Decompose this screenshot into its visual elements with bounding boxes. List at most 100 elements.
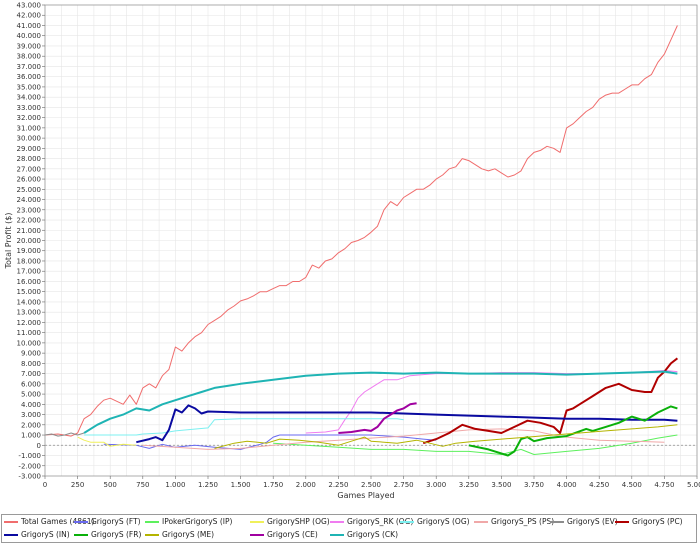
y-tick-label: 24.000 bbox=[17, 196, 42, 204]
series-line-6 bbox=[142, 428, 665, 450]
legend-item: GrigoryS (ME) bbox=[145, 530, 214, 539]
legend-label: GrigoryS_RK (OG) bbox=[347, 517, 414, 526]
x-tick-label: 1.250 bbox=[198, 481, 218, 489]
x-tick-label: 1.000 bbox=[165, 481, 185, 489]
legend-item: GrigoryS_RK (OG) bbox=[330, 517, 413, 526]
x-tick-label: 250 bbox=[71, 481, 84, 489]
y-tick-label: 30.000 bbox=[17, 135, 42, 143]
y-tick-label: 39.000 bbox=[17, 42, 42, 50]
x-tick-label: 0 bbox=[43, 481, 47, 489]
y-tick-label: 7.000 bbox=[21, 370, 41, 378]
legend-label: GrigoryS_PS (PS) bbox=[491, 517, 555, 526]
y-axis-title: Total Profit ($) bbox=[4, 213, 13, 270]
x-tick-label: 1.750 bbox=[263, 481, 283, 489]
y-tick-label: 37.000 bbox=[17, 63, 42, 71]
legend-item: GrigoryS (CK) bbox=[330, 530, 398, 539]
x-tick-label: 2.500 bbox=[361, 481, 381, 489]
y-tick-label: 14.000 bbox=[17, 298, 42, 306]
series-line-13 bbox=[83, 370, 678, 434]
y-tick-label: 19.000 bbox=[17, 247, 42, 255]
legend-item: GrigoryS (CE) bbox=[250, 530, 318, 539]
series-lines bbox=[44, 25, 679, 457]
series-line-3 bbox=[77, 436, 137, 447]
y-axis-ticks: -3.000 -2.000 -1.000 0 1.000 2.000 3.000 4.000 5… bbox=[17, 2, 45, 481]
y-tick-label: 3.000 bbox=[21, 411, 41, 419]
legend-item: GrigoryS_PS (PS) bbox=[474, 517, 554, 526]
y-tick-label: 34.000 bbox=[17, 94, 42, 102]
y-tick-label: 16.000 bbox=[17, 278, 42, 286]
legend-label: GrigoryS (CE) bbox=[267, 530, 318, 539]
legend-label: IPokerGrigoryS (IP) bbox=[162, 517, 233, 526]
legend-swatch bbox=[330, 520, 344, 523]
y-tick-label: 43.000 bbox=[17, 2, 42, 10]
y-tick-label: 22.000 bbox=[17, 217, 42, 225]
series-line-12 bbox=[338, 402, 417, 434]
y-tick-label: 31.000 bbox=[17, 124, 42, 132]
y-tick-label: 41.000 bbox=[17, 22, 42, 30]
grid bbox=[44, 4, 698, 477]
x-tick-label: 4.500 bbox=[622, 481, 642, 489]
series-line-7 bbox=[44, 432, 85, 437]
x-tick-label: 4.250 bbox=[589, 481, 609, 489]
legend-label: GrigorySHP (OG) bbox=[267, 517, 330, 526]
series-line-11 bbox=[214, 424, 678, 449]
x-axis-title: Games Played bbox=[337, 491, 394, 500]
legend-label: GrigoryS (IN) bbox=[21, 530, 70, 539]
x-tick-label: 3.000 bbox=[426, 481, 446, 489]
y-tick-label: -3.000 bbox=[18, 473, 41, 481]
legend-swatch bbox=[400, 520, 414, 523]
x-tick-label: 2.250 bbox=[328, 481, 348, 489]
legend-swatch bbox=[74, 533, 88, 536]
legend-swatch bbox=[4, 520, 18, 523]
y-tick-label: 11.000 bbox=[17, 329, 42, 337]
legend-label: GrigoryS (ME) bbox=[162, 530, 215, 539]
y-tick-label: 25.000 bbox=[17, 186, 42, 194]
y-tick-label: 6.000 bbox=[21, 380, 41, 388]
y-tick-label: 40.000 bbox=[17, 32, 42, 40]
y-tick-label: 5.000 bbox=[21, 391, 41, 399]
y-tick-label: 28.000 bbox=[17, 155, 42, 163]
legend-swatch bbox=[145, 520, 159, 523]
legend-swatch bbox=[615, 520, 629, 523]
y-tick-label: 26.000 bbox=[17, 176, 42, 184]
y-tick-label: 42.000 bbox=[17, 12, 42, 20]
x-tick-label: 3.250 bbox=[459, 481, 479, 489]
series-line-8 bbox=[422, 357, 679, 445]
series-line-4 bbox=[305, 370, 678, 434]
legend-label: GrigoryS (FR) bbox=[91, 530, 142, 539]
y-tick-label: 9.000 bbox=[21, 350, 41, 358]
series-line-10 bbox=[468, 405, 678, 457]
legend-swatch bbox=[145, 533, 159, 536]
y-tick-label: 27.000 bbox=[17, 165, 42, 173]
y-tick-label: 33.000 bbox=[17, 104, 42, 112]
legend-item: GrigoryS (FT) bbox=[74, 517, 141, 526]
y-tick-label: 36.000 bbox=[17, 73, 42, 81]
y-tick-label: 10.000 bbox=[17, 339, 42, 347]
x-axis-ticks: 0 250 500 750 1.000 1.250 1.500 1.750 2.000 2.250… bbox=[43, 476, 700, 489]
legend-label: GrigoryS (FT) bbox=[91, 517, 141, 526]
y-tick-label: 29.000 bbox=[17, 145, 42, 153]
legend-swatch bbox=[550, 520, 564, 523]
legend-item: GrigoryS (FR) bbox=[74, 530, 141, 539]
legend-item: Total Games (4861) bbox=[4, 517, 94, 526]
y-tick-label: 4.000 bbox=[21, 401, 41, 409]
y-tick-label: 8.000 bbox=[21, 360, 41, 368]
y-tick-label: 1.000 bbox=[21, 432, 41, 440]
y-tick-label: 23.000 bbox=[17, 206, 42, 214]
legend-swatch bbox=[74, 520, 88, 523]
legend-item: GrigoryS (OG) bbox=[400, 517, 470, 526]
legend-label: GrigoryS (EV) bbox=[567, 517, 618, 526]
legend-swatch bbox=[4, 533, 18, 536]
y-tick-label: 15.000 bbox=[17, 288, 42, 296]
x-tick-label: 750 bbox=[136, 481, 149, 489]
y-tick-label: 35.000 bbox=[17, 83, 42, 91]
y-tick-label: 0 bbox=[37, 442, 41, 450]
legend-label: Total Games (4861) bbox=[21, 517, 95, 526]
legend-item: IPokerGrigoryS (IP) bbox=[145, 517, 232, 526]
x-tick-label: 3.750 bbox=[524, 481, 544, 489]
legend-label: GrigoryS (OG) bbox=[417, 517, 470, 526]
legend-swatch bbox=[330, 533, 344, 536]
x-tick-label: 2.000 bbox=[296, 481, 316, 489]
legend-item: GrigoryS (EV) bbox=[550, 517, 618, 526]
y-tick-label: 2.000 bbox=[21, 421, 41, 429]
